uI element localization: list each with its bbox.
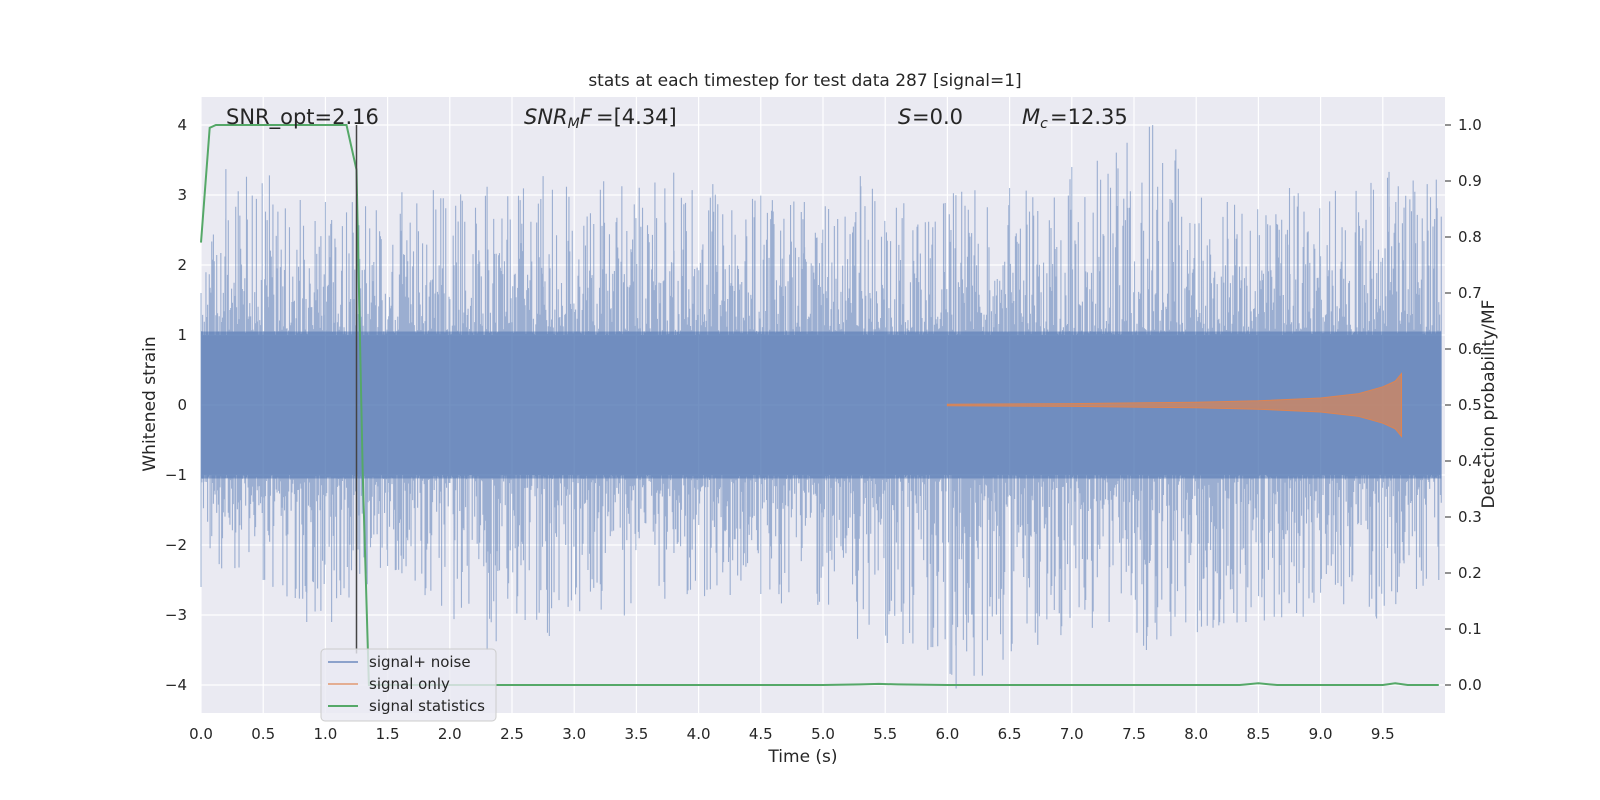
annotation-s-symbol: S: [898, 105, 911, 129]
y-right-axis-label: Detection probability/MF: [1479, 300, 1499, 509]
signal-statistics-line: [200, 124, 1439, 686]
x-tick-label: 7.0: [1060, 725, 1084, 743]
x-tick-label: 7.5: [1122, 725, 1146, 743]
y-right-tick-label: 0.9: [1458, 172, 1482, 190]
x-tick-label: 5.5: [873, 725, 897, 743]
y-right-tick-label: 0.8: [1458, 228, 1482, 246]
signal-only-trace: [946, 372, 1402, 438]
annotation-snr-mf-value: =[4.34]: [596, 105, 677, 129]
x-tick-label: 6.5: [998, 725, 1022, 743]
y-left-tick-label: 4: [177, 116, 187, 134]
x-tick-label: 8.5: [1246, 725, 1270, 743]
x-tick-label: 8.0: [1184, 725, 1208, 743]
y-left-tick-label: 1: [177, 326, 187, 344]
x-tick-label: 2.0: [438, 725, 462, 743]
series-signal-only: [946, 372, 1402, 438]
y-left-tick-label: 2: [177, 256, 187, 274]
y-right-tick-label: 0.0: [1458, 676, 1482, 694]
y-left-tick-label: 0: [177, 396, 187, 414]
x-tick-label: 2.5: [500, 725, 524, 743]
x-tick-label: 0.5: [251, 725, 275, 743]
x-tick-label: 1.5: [376, 725, 400, 743]
x-tick-label: 9.5: [1371, 725, 1395, 743]
x-axis-ticks: 0.0 0.5 1.0 1.5 2.0 2.5 3.0 3.5 4.0 4.5 5.0 5.5 6.0 6…: [189, 725, 1395, 743]
annotation-s: S =0.0: [898, 105, 963, 129]
x-tick-label: 5.0: [811, 725, 835, 743]
legend-item-signal-only: signal only: [328, 675, 450, 693]
annotation-mc-value: =12.35: [1050, 105, 1128, 129]
y-left-axis-ticks: −4 −3 −2 −1 0 1 2 3 4: [165, 116, 187, 694]
legend-item-signal-statistics: signal statistics: [328, 697, 485, 715]
legend-label-signal-only: signal only: [369, 675, 450, 693]
y-left-tick-label: −2: [165, 536, 187, 554]
chart-title: stats at each timestep for test data 287…: [588, 71, 1021, 91]
x-tick-label: 0.0: [189, 725, 213, 743]
legend-item-signal-noise: signal+ noise: [328, 653, 471, 671]
y-left-axis-label: Whitened strain: [140, 336, 160, 471]
annotation-mc: Mc =12.35: [1022, 105, 1128, 132]
annotation-snr-mf: SNRMF =[4.34]: [524, 105, 677, 132]
x-tick-label: 9.0: [1309, 725, 1333, 743]
y-right-tick-label: 0.2: [1458, 564, 1482, 582]
y-left-tick-label: 3: [177, 186, 187, 204]
x-tick-label: 1.0: [313, 725, 337, 743]
y-right-tick-label: 0.5: [1458, 396, 1482, 414]
y-right-tick-label: 0.3: [1458, 508, 1482, 526]
annotation-snr-mf-symbol: SNRMF: [524, 105, 593, 132]
legend: signal+ noise signal only signal statist…: [320, 648, 497, 722]
x-tick-label: 4.0: [687, 725, 711, 743]
x-tick-label: 4.5: [749, 725, 773, 743]
annotation-snr-opt: SNR_opt=2.16: [226, 105, 379, 130]
y-left-tick-label: −4: [165, 676, 187, 694]
y-right-tick-label: 0.6: [1458, 340, 1482, 358]
legend-box: [320, 648, 497, 722]
legend-label-signal-noise: signal+ noise: [369, 653, 471, 671]
y-right-tick-label: 1.0: [1458, 116, 1482, 134]
x-tick-label: 3.5: [624, 725, 648, 743]
y-left-tick-label: −3: [165, 606, 187, 624]
y-right-tick-label: 0.4: [1458, 452, 1482, 470]
y-right-tick-label: 0.7: [1458, 284, 1482, 302]
legend-label-signal-statistics: signal statistics: [369, 697, 485, 715]
annotation-s-value: =0.0: [912, 105, 963, 129]
series-signal-statistics: [200, 124, 1439, 686]
y-left-tick-label: −1: [165, 466, 187, 484]
x-tick-label: 3.0: [562, 725, 586, 743]
x-axis-label: Time (s): [767, 747, 837, 767]
y-right-axis-ticks: 0.0 0.1 0.2 0.3 0.4 0.5 0.6 0.7 0.8 0.9 1.0: [1445, 116, 1482, 694]
x-tick-label: 6.0: [935, 725, 959, 743]
y-right-tick-label: 0.1: [1458, 620, 1482, 638]
